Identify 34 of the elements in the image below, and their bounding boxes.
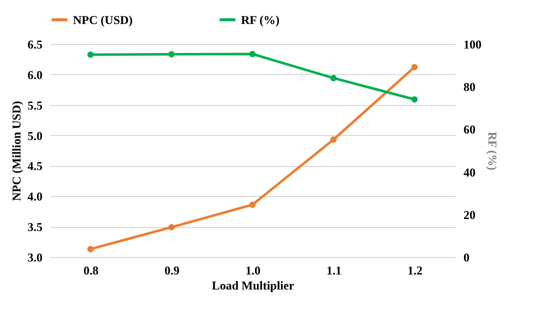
point <box>330 136 337 143</box>
y2-tick-label: 100 <box>464 38 482 52</box>
y-tick-label: 6.5 <box>28 38 42 52</box>
point <box>87 246 94 252</box>
x-tick-label: 1.0 <box>246 264 260 278</box>
point <box>168 224 175 230</box>
y-tick-label: 4.0 <box>28 190 42 204</box>
x-tick-label: 1.1 <box>326 264 342 278</box>
point <box>249 202 256 208</box>
x-axis-title: Load Multiplier <box>212 278 295 292</box>
legend-label: NPC (USD) <box>73 12 133 27</box>
point <box>411 64 418 70</box>
point <box>330 74 337 82</box>
y2-tick-label: 80 <box>464 80 476 94</box>
y2-tick-label: 20 <box>464 208 476 222</box>
y-tick-label: 3.0 <box>28 250 42 264</box>
point <box>249 50 256 58</box>
y-tick-label: 4.5 <box>28 159 42 174</box>
y2-axis-title: RF (%) <box>486 132 500 170</box>
point <box>411 96 418 103</box>
x-tick-label: 1.2 <box>408 264 422 278</box>
y-tick-label: 6.0 <box>28 68 42 82</box>
x-tick-label: 0.8 <box>84 264 98 278</box>
y-tick-label: 3.5 <box>28 220 42 234</box>
point <box>168 51 175 58</box>
y-axis-title: NPC (Million USD) <box>10 101 24 201</box>
y2-tick-label: 60 <box>464 122 476 137</box>
x-tick-label: 0.9 <box>164 264 180 278</box>
y-tick-label: 5.5 <box>28 98 42 112</box>
y2-tick-label: 0 <box>464 250 470 264</box>
point <box>87 51 94 58</box>
legend-label: RF (%) <box>241 12 280 27</box>
y-tick-label: 5.0 <box>28 128 42 143</box>
y2-tick-label: 40 <box>464 165 476 180</box>
